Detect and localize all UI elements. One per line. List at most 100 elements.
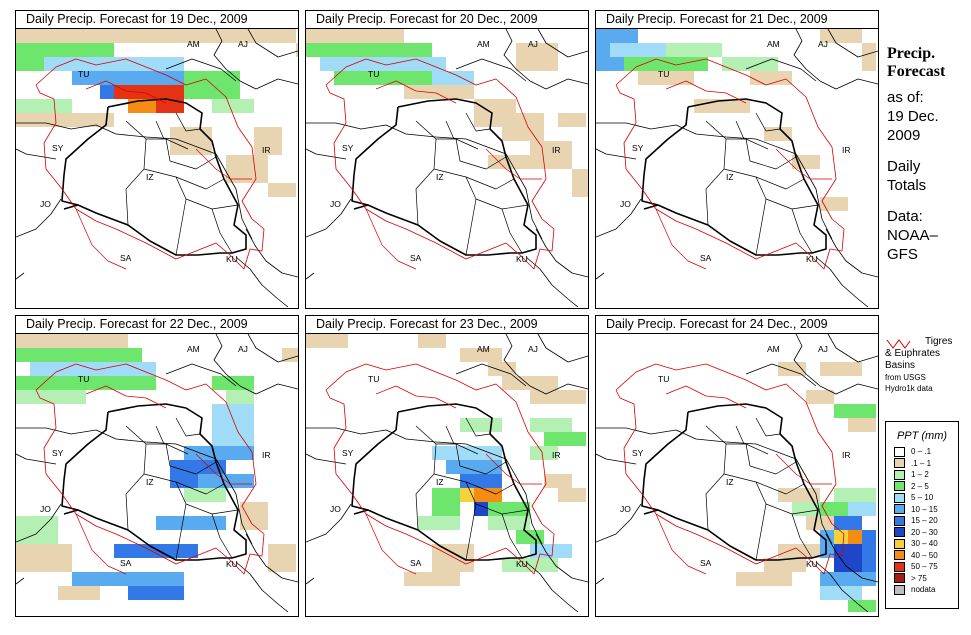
precip-cell [474,502,488,516]
precip-cell [516,43,558,71]
ppt-label: 50 – 75 [911,562,938,572]
precip-cell [72,572,184,586]
country-label-am: AM [477,344,490,354]
precip-cell [226,155,268,183]
ppt-label: 2 – 5 [911,481,929,491]
precip-cell [460,474,502,488]
precip-cell [16,113,114,127]
daily-line2: Totals [887,177,927,194]
precip-cell [404,572,460,586]
precip-cell [778,488,820,502]
basins-line3: Basins [885,360,916,371]
precip-cell [764,558,806,572]
precip-cell [184,488,226,502]
country-label-jo: JO [40,199,51,209]
ppt-swatch [894,458,905,469]
precip-cell [16,544,72,572]
precip-cell [530,446,558,460]
daily-line1: Daily [887,158,921,175]
basins-line4: from USGS [885,373,926,382]
basin-line-icon [886,339,911,349]
precip-cell [212,376,254,390]
side-title-line2: Forecast [887,63,946,80]
precip-cell [848,530,862,544]
basins-line5: Hydro1k data [885,384,933,393]
country-label-sy: SY [52,448,64,458]
precip-cell [624,57,708,71]
precip-cell [820,362,862,376]
country-label-iz: IZ [726,477,734,487]
precip-cell [544,474,572,488]
precip-cell [806,390,834,404]
precip-cell [170,127,212,155]
precip-map: AM AJ TU SY IR JO SA KU IZ [306,334,588,612]
precip-cell [432,71,474,85]
precip-cell [834,530,848,544]
side-info: Precip. Forecast as of: 19 Dec. 2009 Dai… [887,45,971,264]
country-label-tu: TU [78,374,89,384]
country-label-ir: IR [552,145,561,155]
panel-title: Daily Precip. Forecast for 22 Dec., 2009 [16,316,298,334]
ppt-legend-row: 30 – 40 [894,538,958,550]
ppt-legend-row: 40 – 50 [894,550,958,562]
precip-cell [268,183,296,197]
country-label-jo: JO [620,504,631,514]
ppt-swatch [894,446,905,457]
data-line3: GFS [887,246,918,263]
ppt-legend-row: 15 – 20 [894,515,958,527]
precip-cell [72,71,184,85]
country-label-sy: SY [342,448,354,458]
ppt-label: 5 – 10 [911,493,934,503]
ppt-legend-row: 50 – 75 [894,561,958,573]
country-label-iz: IZ [726,172,734,182]
precip-cell [848,502,876,516]
precip-cell [30,43,114,57]
precip-cell [114,85,184,99]
forecast-panel-dec24: Daily Precip. Forecast for 24 Dec., 2009… [595,315,879,617]
precip-cell [750,71,792,85]
precip-cell [306,29,404,43]
precip-cell [282,348,298,362]
precip-cell [502,113,544,141]
country-label-sa: SA [120,253,132,263]
country-label-sy: SY [632,448,644,458]
ppt-legend-row: 1 – 2 [894,469,958,481]
precip-cell [296,43,298,57]
country-label-sy: SY [632,143,644,153]
country-label-sa: SA [700,253,712,263]
country-label-ir: IR [262,450,271,460]
precip-cell [418,516,460,530]
date-line1: 19 Dec. [887,108,939,125]
data-line2: NOAA– [887,227,938,244]
map-canvas: AM AJ TU SY IR JO SA KU IZ [596,334,878,612]
map-canvas: AM AJ TU SY IR JO SA KU IZ [16,29,298,307]
country-label-jo: JO [330,504,341,514]
country-label-jo: JO [620,199,631,209]
ppt-swatch [894,573,905,584]
ppt-label: 40 – 50 [911,550,938,560]
precip-cell [558,488,586,502]
precip-cell [184,446,254,460]
precip-cell [834,404,876,418]
data-line1: Data: [887,208,923,225]
country-label-ku: KU [806,254,818,264]
precip-cell [488,516,530,530]
country-label-aj: AJ [818,39,828,49]
country-label-aj: AJ [238,344,248,354]
country-label-sa: SA [410,253,422,263]
precip-cell [404,85,474,99]
precip-cell [862,530,876,572]
ppt-legend-row: > 75 [894,573,958,585]
precip-cell [530,418,572,432]
country-label-sy: SY [52,143,64,153]
as-of-label: as of: [887,89,924,106]
precip-cell [212,99,254,113]
panel-title: Daily Precip. Forecast for 20 Dec., 2009 [306,11,588,29]
precip-cell [334,71,432,85]
precip-cell [488,155,530,169]
precip-cell [722,57,778,71]
precip-cell [254,127,282,155]
precip-cell [666,43,722,57]
country-label-jo: JO [330,199,341,209]
precip-cell [16,334,128,348]
